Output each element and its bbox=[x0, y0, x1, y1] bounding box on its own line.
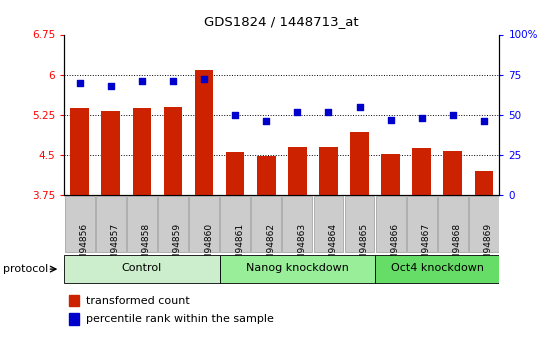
Bar bbox=[69, 295, 79, 306]
Bar bbox=[133, 108, 151, 195]
Point bbox=[137, 78, 146, 84]
Text: Nanog knockdown: Nanog knockdown bbox=[246, 264, 349, 274]
FancyBboxPatch shape bbox=[375, 255, 499, 283]
Bar bbox=[102, 111, 120, 195]
Text: GSM94857: GSM94857 bbox=[111, 223, 120, 272]
FancyBboxPatch shape bbox=[220, 255, 375, 283]
FancyBboxPatch shape bbox=[189, 196, 219, 253]
FancyBboxPatch shape bbox=[251, 196, 281, 253]
FancyBboxPatch shape bbox=[127, 196, 157, 253]
FancyBboxPatch shape bbox=[282, 196, 312, 253]
Text: GSM94864: GSM94864 bbox=[329, 223, 338, 272]
FancyBboxPatch shape bbox=[158, 196, 188, 253]
Bar bbox=[412, 148, 431, 195]
Text: protocol: protocol bbox=[3, 264, 48, 274]
FancyBboxPatch shape bbox=[407, 196, 436, 253]
Point bbox=[479, 118, 488, 124]
FancyBboxPatch shape bbox=[220, 196, 250, 253]
Text: GSM94862: GSM94862 bbox=[266, 223, 275, 272]
Point bbox=[107, 83, 116, 89]
Point bbox=[75, 80, 84, 85]
Bar bbox=[288, 147, 307, 195]
Text: GSM94867: GSM94867 bbox=[422, 223, 431, 272]
Bar bbox=[69, 313, 79, 325]
Point bbox=[230, 112, 239, 117]
Point bbox=[355, 104, 364, 109]
Bar bbox=[350, 132, 369, 195]
Point bbox=[262, 118, 271, 124]
Text: GSM94858: GSM94858 bbox=[142, 223, 151, 272]
Text: GSM94863: GSM94863 bbox=[297, 223, 306, 272]
Text: GSM94868: GSM94868 bbox=[453, 223, 462, 272]
Point bbox=[417, 115, 426, 121]
FancyBboxPatch shape bbox=[96, 196, 126, 253]
Bar bbox=[226, 151, 244, 195]
FancyBboxPatch shape bbox=[64, 255, 220, 283]
Text: transformed count: transformed count bbox=[86, 296, 190, 306]
FancyBboxPatch shape bbox=[376, 196, 406, 253]
Bar bbox=[163, 107, 182, 195]
FancyBboxPatch shape bbox=[469, 196, 499, 253]
Bar bbox=[257, 156, 276, 195]
Bar bbox=[444, 151, 462, 195]
Point bbox=[386, 117, 395, 122]
FancyBboxPatch shape bbox=[65, 196, 95, 253]
Bar bbox=[195, 70, 213, 195]
Bar bbox=[70, 108, 89, 195]
Point bbox=[200, 77, 209, 82]
Text: percentile rank within the sample: percentile rank within the sample bbox=[86, 314, 274, 324]
Text: GSM94860: GSM94860 bbox=[204, 223, 213, 272]
Bar bbox=[319, 147, 338, 195]
Text: GDS1824 / 1448713_at: GDS1824 / 1448713_at bbox=[204, 16, 359, 29]
Point bbox=[448, 112, 457, 117]
FancyBboxPatch shape bbox=[314, 196, 343, 253]
Point bbox=[169, 78, 177, 84]
Bar bbox=[474, 171, 493, 195]
Text: GSM94859: GSM94859 bbox=[173, 223, 182, 272]
FancyBboxPatch shape bbox=[438, 196, 468, 253]
Bar bbox=[381, 154, 400, 195]
Text: GSM94866: GSM94866 bbox=[391, 223, 400, 272]
Text: Control: Control bbox=[122, 264, 162, 274]
Point bbox=[293, 109, 302, 114]
Text: GSM94861: GSM94861 bbox=[235, 223, 244, 272]
Text: Oct4 knockdown: Oct4 knockdown bbox=[391, 264, 484, 274]
Point bbox=[324, 109, 333, 114]
Text: GSM94869: GSM94869 bbox=[484, 223, 493, 272]
Text: GSM94856: GSM94856 bbox=[80, 223, 89, 272]
Text: GSM94865: GSM94865 bbox=[359, 223, 368, 272]
FancyBboxPatch shape bbox=[345, 196, 374, 253]
